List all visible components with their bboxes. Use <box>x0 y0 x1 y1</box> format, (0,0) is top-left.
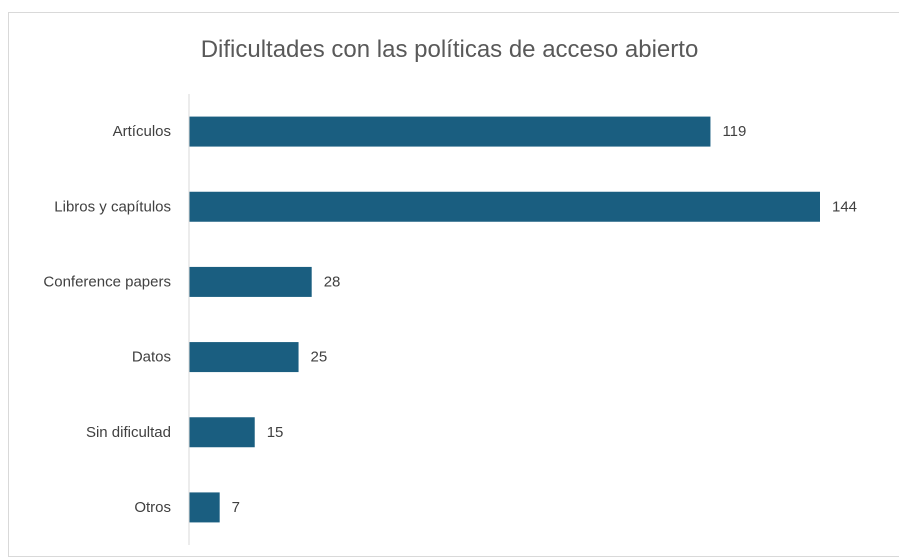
category-label-sin-dificultad: Sin dificultad <box>86 424 171 441</box>
chart-title: Dificultades con las políticas de acceso… <box>200 36 699 63</box>
bar-datos <box>189 342 299 373</box>
bar-otros <box>189 492 220 523</box>
chart-area <box>8 12 899 557</box>
bar-sin-dificultad <box>189 417 255 448</box>
data-label-conference-papers: 28 <box>324 273 341 290</box>
data-label-articulos: 119 <box>722 123 746 140</box>
category-label-datos: Datos <box>132 349 171 366</box>
data-label-otros: 7 <box>232 499 240 516</box>
data-label-datos: 25 <box>311 349 328 366</box>
bar-conference-papers <box>189 266 312 297</box>
bar-libros-y-capitulos <box>189 191 820 222</box>
data-label-sin-dificultad: 15 <box>267 424 284 441</box>
bar-articulos <box>189 116 711 147</box>
category-label-articulos: Artículos <box>113 123 171 140</box>
bars-layer: Artículos 119 Libros y capítulos 144 Confere… <box>43 116 857 523</box>
category-label-conference-papers: Conference papers <box>43 273 171 290</box>
category-label-libros-y-capitulos: Libros y capítulos <box>54 198 171 215</box>
category-label-otros: Otros <box>134 499 171 516</box>
data-label-libros-y-capitulos: 144 <box>832 198 857 215</box>
